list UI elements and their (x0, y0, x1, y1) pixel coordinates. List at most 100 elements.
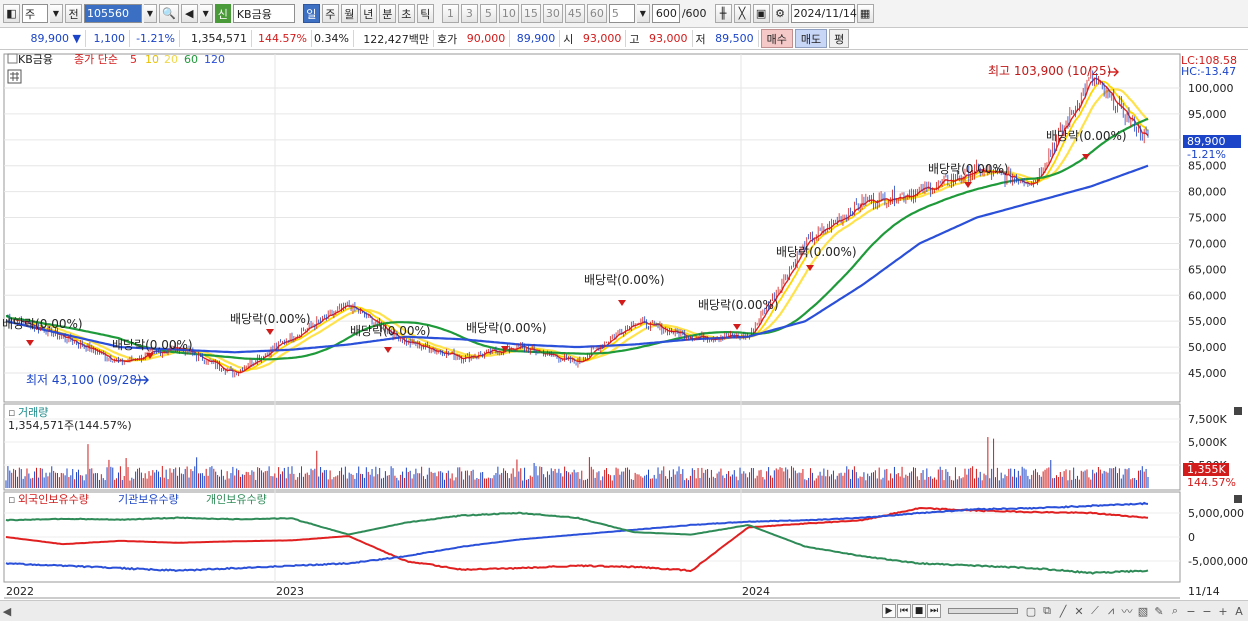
mode-select[interactable]: 주 (22, 4, 48, 23)
interval-input[interactable]: 5 (608, 4, 635, 23)
sell-button[interactable]: 매도 (794, 29, 828, 48)
gear-icon[interactable]: ⚙ (771, 4, 789, 23)
grid-toggle-icon[interactable] (7, 69, 22, 84)
open-label: 시 (563, 32, 574, 46)
price-tick-label: 50,000 (1188, 341, 1227, 354)
candle-type-icon[interactable]: ╫ (714, 4, 732, 23)
tool-box-icon[interactable]: ▢ (1025, 604, 1037, 618)
volume-close-icon[interactable] (1234, 407, 1242, 415)
current-price-value: 89,900 (30, 32, 70, 45)
code-dropdown-icon[interactable]: ▼ (144, 4, 157, 23)
tool-trend-icon[interactable]: ⟋ (1091, 604, 1099, 617)
stock-chart[interactable]: 최고 103,900 (10/25) 최저 43,100 (09/28) 배당락(0… (0, 50, 1248, 600)
credit-badge: 신 (214, 4, 231, 23)
zoom-out-icon[interactable]: − (1186, 604, 1196, 618)
calendar-icon[interactable]: ▦ (856, 4, 874, 23)
volume-tick-label: 5,000K (1188, 436, 1227, 449)
high-annotation: 최고 103,900 (10/25) (988, 64, 1111, 78)
dividend-annotation: 배당락(0.00%) (2, 317, 83, 331)
interval-45-button[interactable]: 45 (564, 4, 585, 23)
tool-fib-icon[interactable]: ⩘ (1107, 604, 1115, 617)
last-price-tag (1183, 135, 1241, 148)
price-tick-label: 45,000 (1188, 367, 1227, 380)
buy-button[interactable]: 매수 (760, 29, 793, 48)
dividend-arrow (964, 182, 972, 188)
low-price: 89,500 (709, 30, 759, 47)
period-day-tab[interactable]: 일 (302, 4, 320, 23)
holding-tick-label: -5,000,000 (1188, 555, 1248, 568)
scroll-left-icon[interactable]: ◀ (2, 604, 12, 618)
x-label-2024: 2024 (742, 585, 770, 598)
draw-tool-icon[interactable]: ╳ (733, 4, 751, 23)
hc-label: HC:-13.47 (1181, 65, 1236, 78)
legend-ma5: 5 (130, 53, 137, 66)
price-tick-label: 80,000 (1188, 186, 1227, 199)
tool-wave-icon[interactable]: 〰 (1121, 605, 1133, 618)
scroll-right-icon[interactable]: ▶ (882, 604, 896, 618)
tool-line-icon[interactable]: ╱ (1059, 604, 1067, 618)
dividend-annotation: 배당락(0.00%) (1046, 129, 1127, 143)
average-button[interactable]: 평 (829, 29, 850, 48)
zoom-search-icon[interactable]: ⌕ (1171, 604, 1179, 617)
stock-code-input[interactable]: 105560 (84, 4, 142, 23)
period-minute-tab[interactable]: 분 (378, 4, 396, 23)
speaker-icon[interactable]: ◀ (180, 4, 198, 23)
holding-close-icon[interactable] (1234, 495, 1242, 503)
period-year-tab[interactable]: 년 (359, 4, 377, 23)
turnover-rate: 0.34% (312, 30, 354, 47)
zoom-slider[interactable] (948, 608, 1018, 614)
interval-15-button[interactable]: 15 (520, 4, 541, 23)
quote-infobar: 89,900 ▼ 1,100 -1.21% 1,354,571 144.57% … (0, 28, 1248, 50)
last-icon[interactable]: ⏭ (927, 604, 941, 618)
last-volume-tag (1183, 463, 1229, 476)
bottom-navbar: ◀ ▶ ⏮ ■ ⏭ ▢ ⧉ ╱ ✕ ⟋ ⩘ 〰 ▧ ✎ ⌕ − − + A (0, 600, 1248, 621)
search-icon[interactable]: 🔍 (159, 4, 179, 23)
speaker-dropdown-icon[interactable]: ▼ (199, 4, 213, 23)
tool-text-icon[interactable]: ✎ (1154, 604, 1164, 618)
chart-type-icon[interactable]: ◧ (3, 4, 20, 23)
date-input[interactable]: 2024/11/14 (790, 4, 857, 23)
ma120-line (5, 164, 1149, 354)
font-size-icon[interactable]: A (1235, 604, 1243, 618)
minus-icon[interactable]: − (1202, 604, 1212, 618)
high-label: 고 (629, 32, 640, 46)
price-tick-label: 70,000 (1188, 237, 1227, 250)
tool-cross-icon[interactable]: ✕ (1074, 604, 1084, 618)
interval-60-button[interactable]: 60 (586, 4, 607, 23)
last-volume-pct: 144.57% (1187, 476, 1236, 489)
price-panel-frame (3, 53, 1181, 403)
period-second-tab[interactable]: 초 (397, 4, 415, 23)
period-tick-tab[interactable]: 틱 (416, 4, 434, 23)
interval-3-button[interactable]: 3 (460, 4, 478, 23)
price-tick-label: 85,000 (1188, 160, 1227, 173)
mode-label: 주 (25, 7, 36, 21)
first-icon[interactable]: ⏮ (897, 604, 911, 618)
prev-button[interactable]: 전 (65, 4, 82, 23)
interval-10-button[interactable]: 10 (498, 4, 519, 23)
price-tick-label: 65,000 (1188, 263, 1227, 276)
interval-30-button[interactable]: 30 (542, 4, 563, 23)
legend-ma20: 20 (164, 53, 178, 66)
period-month-tab[interactable]: 월 (340, 4, 358, 23)
interval-dropdown-icon[interactable]: ▼ (636, 4, 650, 23)
save-icon[interactable]: ▣ (752, 4, 770, 23)
volume-toggle-icon[interactable]: ▫ (8, 406, 15, 419)
period-week-tab[interactable]: 주 (321, 4, 339, 23)
interval-5-button[interactable]: 5 (479, 4, 497, 23)
mode-dropdown-icon[interactable]: ▼ (50, 4, 63, 23)
zoom-in-icon[interactable]: + (1218, 604, 1228, 618)
tool-image-icon[interactable]: ▧ (1137, 604, 1149, 618)
legend-ma10: 10 (145, 53, 159, 66)
stop-icon[interactable]: ■ (912, 604, 926, 618)
dividend-annotation: 배당락(0.00%) (776, 245, 857, 259)
count-input[interactable]: 600 (651, 4, 680, 23)
low-annotation: 최저 43,100 (09/28) (26, 373, 142, 387)
price-tick-label: 60,000 (1188, 289, 1227, 302)
tool-copy-icon[interactable]: ⧉ (1043, 604, 1051, 617)
legend-box-icon[interactable] (7, 53, 18, 64)
interval-1-button[interactable]: 1 (441, 4, 459, 23)
ma60-line (6, 117, 1149, 361)
last-price-tag-text: 89,900 (1187, 135, 1226, 148)
dividend-arrow (384, 347, 392, 353)
dividend-arrow (146, 353, 154, 359)
